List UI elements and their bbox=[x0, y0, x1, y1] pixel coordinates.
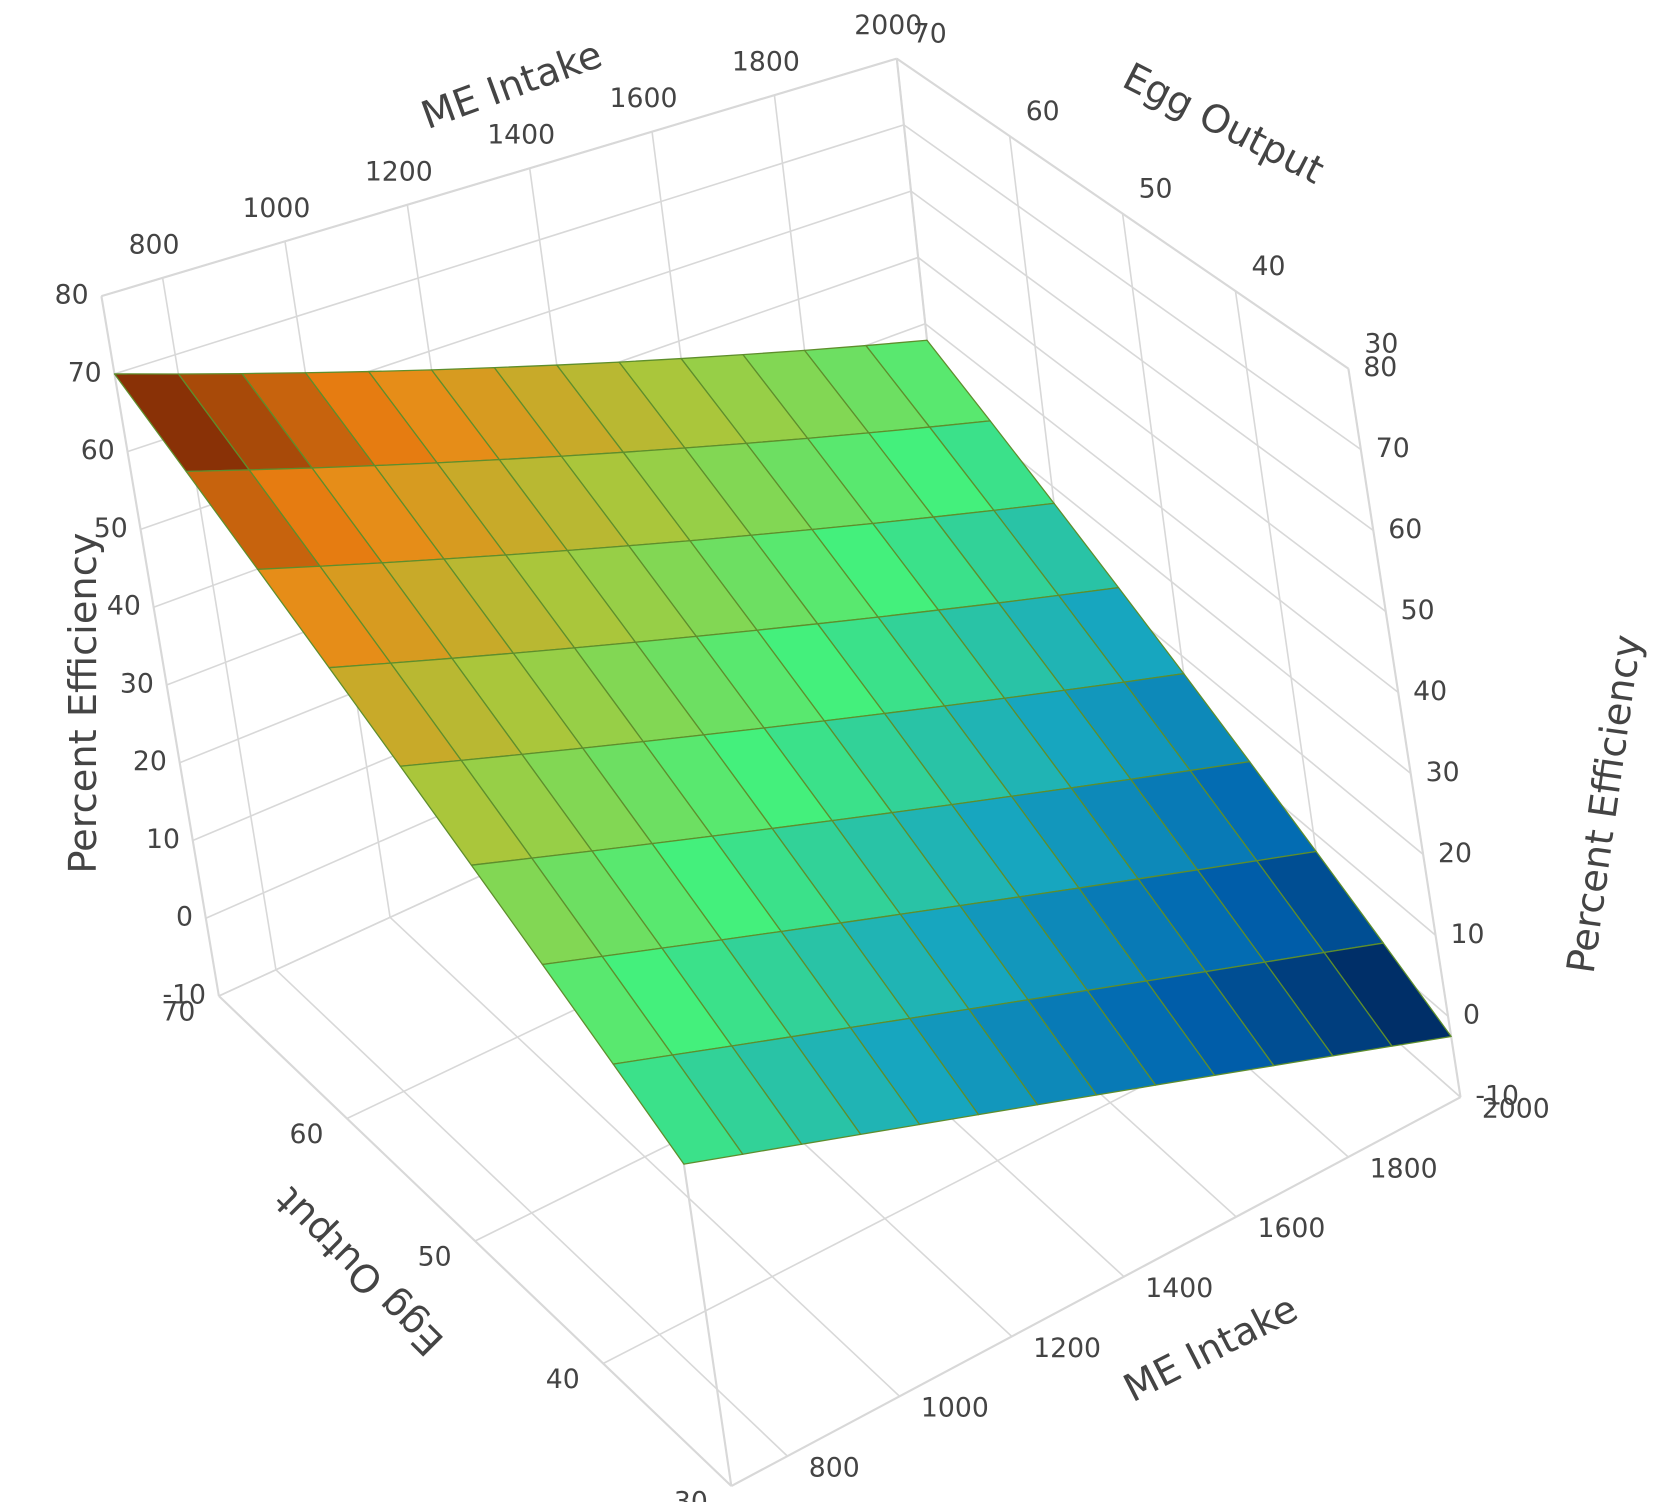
tick-label: 50 bbox=[94, 513, 128, 544]
tick-label: 800 bbox=[809, 1452, 860, 1483]
tick-label: 70 bbox=[1376, 433, 1410, 464]
tick-label: 20 bbox=[1438, 838, 1472, 869]
tick-label: 40 bbox=[107, 591, 141, 622]
tick-label: 40 bbox=[546, 1364, 580, 1395]
tick-label: 40 bbox=[1251, 251, 1285, 282]
box-edge bbox=[730, 1096, 1461, 1487]
wall-grid-line bbox=[903, 124, 1362, 451]
axis-title: Percent Efficiency bbox=[1559, 632, 1651, 976]
axis-title: Percent Efficiency bbox=[61, 533, 106, 874]
tick-label: 50 bbox=[1401, 595, 1435, 626]
tick-label: 30 bbox=[674, 1487, 708, 1502]
tick-label: 30 bbox=[1364, 329, 1398, 360]
tick-label: 50 bbox=[418, 1242, 452, 1273]
tick-label: 70 bbox=[161, 997, 195, 1028]
tick-label: 60 bbox=[1388, 514, 1422, 545]
tick-label: 0 bbox=[176, 902, 193, 933]
tick-label: 60 bbox=[81, 435, 115, 466]
tick-label: 30 bbox=[120, 668, 154, 699]
surface-layer bbox=[113, 339, 1452, 1165]
box-edge bbox=[100, 295, 220, 997]
tick-label: 1200 bbox=[1033, 1333, 1101, 1364]
tick-label: 80 bbox=[55, 280, 89, 311]
tick-label: 0 bbox=[1463, 1000, 1480, 1031]
tick-label: 70 bbox=[68, 357, 102, 388]
box-edge bbox=[896, 57, 1349, 370]
wall-grid-line bbox=[924, 323, 1399, 694]
tick-label: 10 bbox=[146, 824, 180, 855]
wall-grid-line bbox=[917, 256, 1387, 613]
tick-label: 1800 bbox=[732, 47, 800, 78]
wall-grid-line bbox=[114, 124, 905, 375]
tick-label: 60 bbox=[290, 1119, 324, 1150]
tick-label: 1200 bbox=[365, 156, 433, 187]
tick-label: 1600 bbox=[610, 83, 678, 114]
axis-title: Egg Output bbox=[1116, 54, 1331, 193]
tick-label: 10 bbox=[1451, 919, 1485, 950]
tick-label: 1000 bbox=[921, 1393, 989, 1424]
tick-label: 800 bbox=[129, 229, 180, 260]
tick-label: 80 bbox=[1363, 352, 1397, 383]
tick-label: 1400 bbox=[487, 120, 555, 151]
tick-label: -10 bbox=[162, 980, 206, 1011]
box-edge bbox=[218, 995, 733, 1487]
tick-label: 70 bbox=[913, 19, 947, 50]
tick-label: 1400 bbox=[1145, 1273, 1213, 1304]
tick-label: 30 bbox=[1426, 757, 1460, 788]
tick-label: 20 bbox=[133, 746, 167, 777]
tick-label: 40 bbox=[1413, 676, 1447, 707]
tick-label: -10 bbox=[1475, 1081, 1519, 1112]
tick-label: 60 bbox=[1026, 96, 1060, 127]
tick-label: 1600 bbox=[1257, 1213, 1325, 1244]
box-edge bbox=[1347, 368, 1462, 1098]
tick-label: 1800 bbox=[1370, 1153, 1438, 1184]
surface-cell bbox=[612, 1054, 744, 1165]
wall-grid-line bbox=[910, 190, 1374, 532]
tick-label: 2000 bbox=[854, 10, 922, 41]
tick-label: 50 bbox=[1139, 174, 1173, 205]
tick-label: 2000 bbox=[1482, 1094, 1550, 1125]
tick-label: 1000 bbox=[242, 193, 310, 224]
axis-title: ME Intake bbox=[1117, 1286, 1305, 1411]
box-edge bbox=[101, 57, 898, 298]
